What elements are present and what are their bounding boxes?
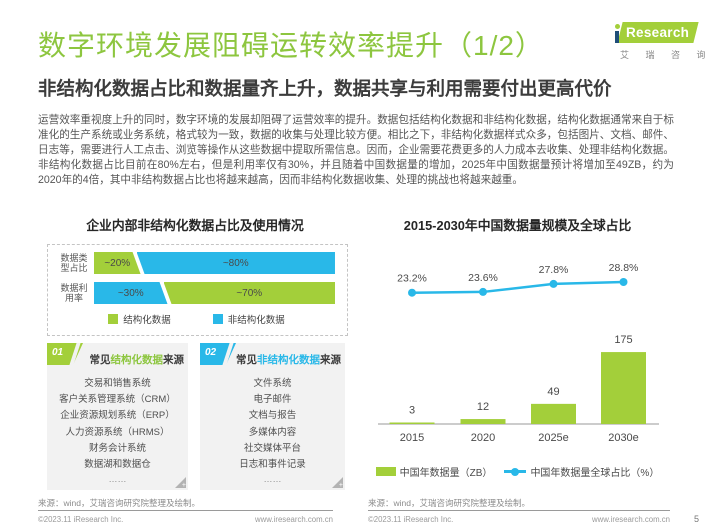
box-title-prefix: 常见 [236, 354, 257, 366]
list-item: 企业资源规划系统（ERP） [60, 410, 175, 422]
source-list: 文件系统电子邮件文档与报告多媒体内容社交媒体平台 日志和事件记录 [200, 376, 345, 473]
box-title-highlight: 结构化数据 [110, 354, 164, 366]
svg-text:28.8%: 28.8% [609, 262, 639, 274]
box-title-prefix: 常见 [89, 354, 111, 366]
svg-text:2015: 2015 [400, 432, 424, 444]
ellipsis-more: …… [263, 474, 282, 485]
combo-chart-section: 2015-2030年中国数据量规模及全球占比 3 2015 12 2020 49 2025… [365, 215, 670, 479]
logo-parallelogram: Research [617, 22, 699, 43]
bar-segment: ~20% [94, 252, 141, 274]
svg-text:2025e: 2025e [538, 432, 569, 444]
bar-legend-swatch [375, 467, 396, 476]
expand-plus-icon: + [181, 482, 186, 489]
list-item: 日志和事件记录 [239, 459, 306, 471]
stacked-bar-row: 数据类 型占比 ~20% ~80% [54, 252, 339, 274]
box-title: 常见非结构化数据来源 [200, 352, 345, 367]
list-item: 电子邮件 [253, 394, 292, 406]
stacked-bar: ~30% ~70% [94, 282, 339, 304]
corner-fold-icon [175, 477, 186, 488]
svg-text:2030e: 2030e [608, 432, 639, 444]
page-title: 数字环境发展阻碍运转效率提升（1/2） [38, 30, 544, 61]
legend-item: 非结构化数据 [212, 312, 285, 326]
list-item: 财务会计系统 [88, 442, 146, 454]
list-item: 文档与报告 [248, 410, 297, 422]
ellipsis-more: …… [108, 474, 127, 485]
website-url[interactable]: www.iresearch.com.cn [592, 515, 670, 524]
corner-fold-icon [332, 477, 343, 488]
row-label: 数据利 用率 [60, 282, 88, 304]
svg-text:3: 3 [409, 405, 415, 417]
website-url[interactable]: www.iresearch.com.cn [255, 515, 333, 524]
bar-line-chart: 3 2015 12 2020 49 2025e 175 2030e 23.2% 23.6% 27.8… [378, 262, 659, 444]
svg-text:175: 175 [614, 334, 632, 346]
svg-text:23.6%: 23.6% [468, 272, 498, 284]
svg-text:12: 12 [477, 401, 489, 413]
intro-paragraph: 运营效率重视度上升的同时，数字环境的发展却阻碍了运营效率的提升。数据包括结构化数… [38, 114, 674, 186]
svg-text:49: 49 [547, 386, 559, 398]
footer-left: ©2023.11 iResearch Inc. www.iresearch.co… [38, 510, 333, 524]
legend-label: 非结构化数据 [227, 315, 285, 326]
copyright: ©2023.11 iResearch Inc. [368, 515, 454, 524]
badge-number: 02 [205, 347, 217, 358]
line-legend-swatch [504, 467, 527, 476]
list-item: 客户关系管理系统（CRM） [59, 394, 176, 406]
box-title-highlight: 非结构化数据 [257, 354, 320, 366]
box-title: 常见结构化数据来源 [47, 352, 188, 367]
footer-right: ©2023.11 iResearch Inc. www.iresearch.co… [368, 510, 670, 524]
stacked-bar-chart: 数据类 型占比 ~20% ~80% 数据利 用率 ~30% ~70% 结构化数据 非结构化数据 [47, 244, 348, 336]
left-chart-legend: 结构化数据 非结构化数据 [54, 312, 339, 326]
right-chart-title: 2015-2030年中国数据量规模及全球占比 [403, 218, 632, 233]
iresearch-logo: Research 艾 瑞 咨 询 [607, 22, 710, 61]
list-item: 数据湖和数据仓 [84, 459, 151, 471]
legend-label: 中国年数据量（ZB） [399, 468, 493, 479]
page-subtitle: 非结构化数据占比和数据量齐上升，数据共享与利用需要付出更高代价 [38, 78, 612, 99]
right-chart-legend: 中国年数据量（ZB） 中国年数据量全球占比（%） [365, 464, 670, 479]
legend-item: 结构化数据 [108, 312, 171, 326]
source-list: 交易和销售系统客户关系管理系统（CRM） 企业资源规划系统（ERP） 人力资源系统（… [47, 376, 188, 473]
legend-item-line: 中国年数据量全球占比（%） [504, 464, 659, 479]
list-item: 人力资源系统（HRMS） [65, 426, 170, 438]
copyright: ©2023.11 iResearch Inc. [38, 515, 124, 524]
svg-text:2020: 2020 [471, 432, 495, 444]
badge-number: 01 [52, 347, 64, 358]
logo-i-dot-icon [614, 24, 620, 29]
box-title-suffix: 来源 [163, 354, 184, 366]
stacked-bar-rows: 数据类 型占比 ~20% ~80% 数据利 用率 ~30% ~70% [54, 252, 339, 304]
legend-item-bar: 中国年数据量（ZB） [375, 464, 493, 479]
row-label: 数据类 型占比 [60, 252, 88, 274]
left-chart-title: 企业内部非结构化数据占比及使用情况 [86, 218, 304, 233]
source-note-left: 来源：wind，艾瑞咨询研究院整理及绘制。 [38, 498, 200, 508]
legend-label: 中国年数据量全球占比（%） [530, 468, 660, 479]
logo-text: Research [626, 25, 690, 40]
list-item: 交易和销售系统 [84, 378, 151, 389]
list-item: 文件系统 [253, 378, 292, 389]
svg-text:23.2%: 23.2% [397, 273, 427, 285]
legend-label: 结构化数据 [123, 315, 171, 326]
stacked-bar: ~20% ~80% [94, 252, 339, 274]
unstructured-sources-box: 02 常见非结构化数据来源 文件系统电子邮件文档与报告多媒体内容社交媒体平台 日志… [200, 343, 345, 490]
page-number: 5 [694, 514, 700, 524]
legend-swatch [212, 314, 223, 324]
data-source-boxes: 01 常见结构化数据来源 交易和销售系统 客户关系管理系统（CRM） 企业资源规划系… [47, 343, 345, 490]
svg-text:27.8%: 27.8% [539, 264, 569, 276]
structured-sources-box: 01 常见结构化数据来源 交易和销售系统客户关系管理系统（CRM） 企业资源规划系… [47, 343, 188, 490]
bar-segment: ~80% [136, 252, 335, 274]
legend-swatch [108, 314, 119, 324]
logo-chinese-name: 艾 瑞 咨 询 [620, 50, 710, 60]
expand-plus-icon: + [338, 482, 343, 489]
source-note-right: 来源：wind，艾瑞咨询研究院整理及绘制。 [368, 498, 530, 508]
logo-i-icon [615, 31, 619, 43]
bar-segment: ~30% [94, 282, 168, 304]
stacked-bar-row: 数据利 用率 ~30% ~70% [54, 282, 339, 304]
bar-segment: ~70% [163, 282, 335, 304]
box-title-suffix: 来源 [320, 354, 341, 366]
list-item: 社交媒体平台 [243, 442, 301, 454]
list-item: 多媒体内容 [248, 426, 297, 438]
